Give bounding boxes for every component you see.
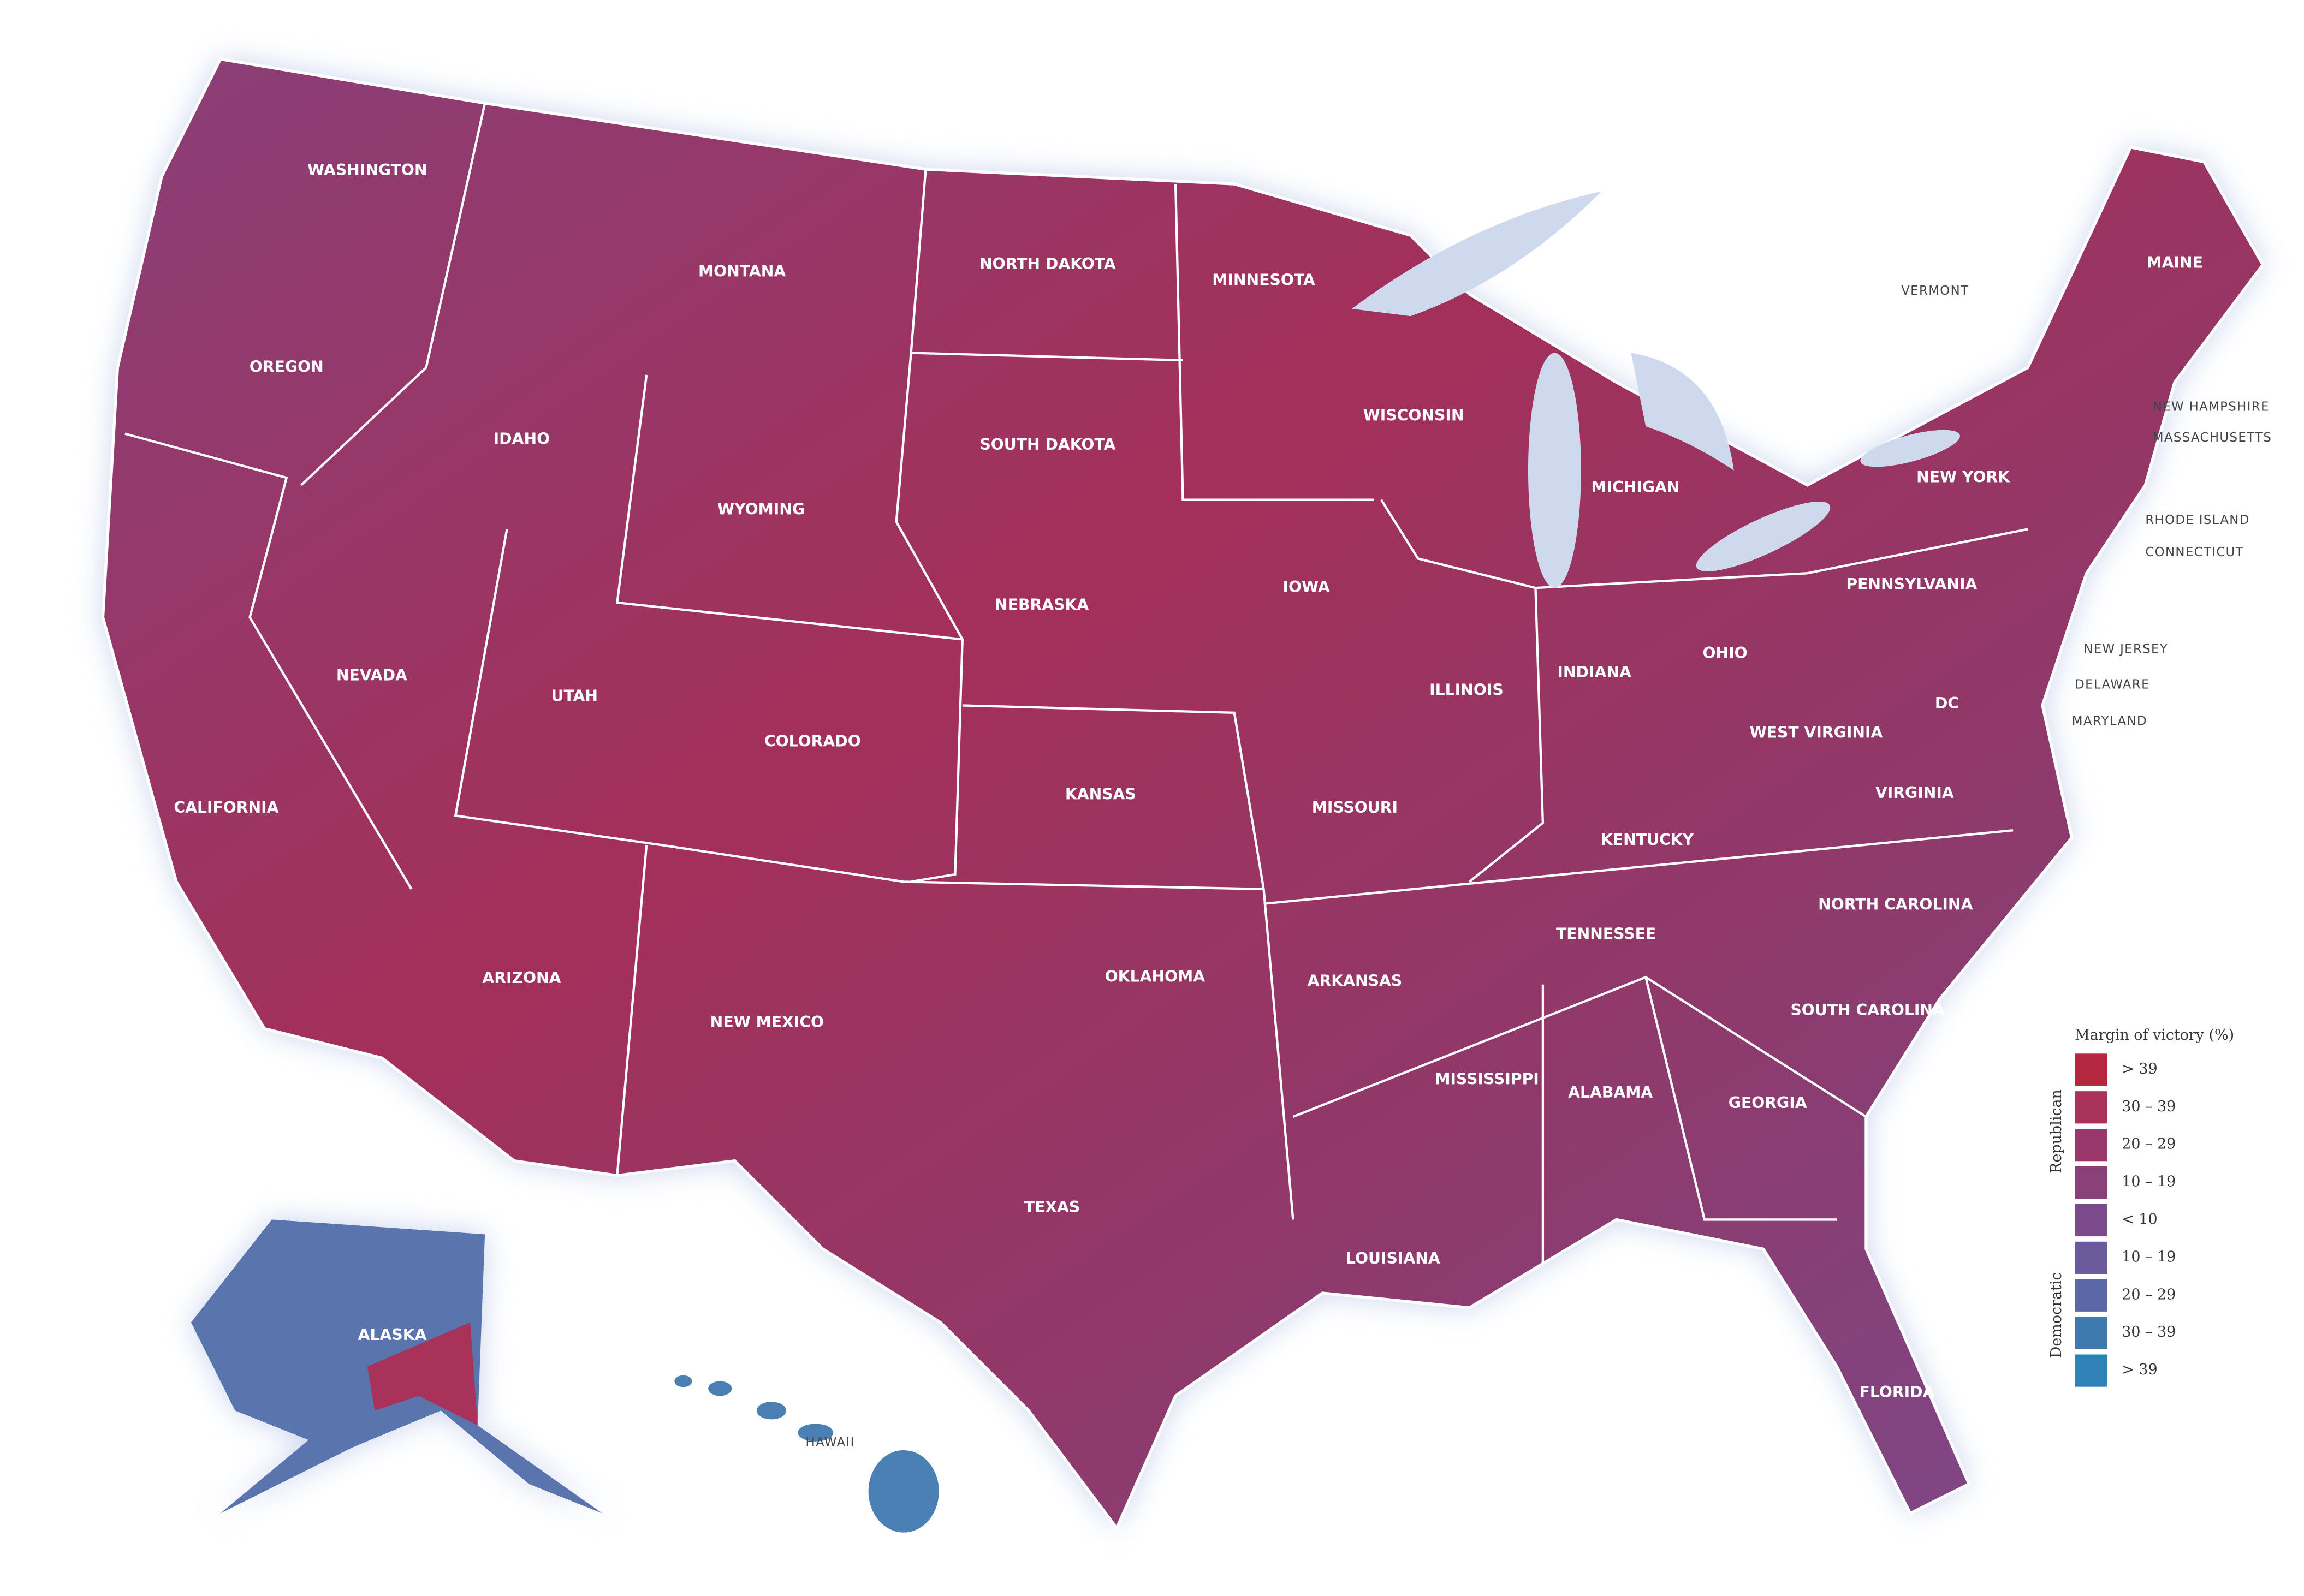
place-label: MAINE <box>2146 253 2202 271</box>
place-label: ILLINOIS <box>1429 681 1504 699</box>
place-label: NEBRASKA <box>995 595 1089 614</box>
legend-label: 20 – 29 <box>2122 1286 2176 1303</box>
place-label: SOUTH CAROLINA <box>1790 1001 1945 1019</box>
place-label: NORTH DAKOTA <box>979 255 1116 273</box>
place-label: MISSOURI <box>1312 799 1398 817</box>
place-label: NEW YORK <box>1916 468 2010 486</box>
alaska <box>191 1219 603 1514</box>
place-label: WYOMING <box>717 501 805 519</box>
legend-swatch <box>2075 1166 2107 1199</box>
place-label: HAWAII <box>806 1436 855 1450</box>
place-label: CONNECTICUT <box>2145 545 2244 559</box>
place-label: MARYLAND <box>2072 714 2147 729</box>
legend-label: 20 – 29 <box>2122 1136 2176 1153</box>
place-label: OREGON <box>250 358 324 376</box>
place-label: ARKANSAS <box>1308 972 1403 990</box>
place-label: DC <box>1935 694 1959 712</box>
place-label: IDAHO <box>494 430 550 448</box>
legend-group: Republican <box>2048 1089 2065 1174</box>
legend-label: 30 – 39 <box>2122 1324 2176 1341</box>
legend-label: 30 – 39 <box>2122 1098 2176 1115</box>
legend-swatch <box>2075 1053 2107 1086</box>
place-label: WISCONSIN <box>1363 406 1464 424</box>
place-label: NEW JERSEY <box>2083 642 2168 657</box>
legend-label: 10 – 19 <box>2122 1174 2176 1190</box>
place-label: NEW HAMPSHIRE <box>2153 400 2270 414</box>
state-borders <box>124 103 2028 1264</box>
legend-group: Democratic <box>2048 1272 2065 1359</box>
place-label: GEORGIA <box>1729 1094 1807 1112</box>
place-label: VERMONT <box>1901 284 1969 298</box>
place-label: ARIZONA <box>482 969 561 987</box>
place-label: PENNSYLVANIA <box>1846 575 1977 593</box>
place-label: KANSAS <box>1065 785 1136 803</box>
place-label: SOUTH DAKOTA <box>979 436 1115 454</box>
place-label: FLORIDA <box>1860 1383 1935 1401</box>
place-label: OKLAHOMA <box>1105 967 1206 985</box>
place-label: NEVADA <box>336 666 407 684</box>
legend-label: > 39 <box>2122 1361 2157 1378</box>
place-label: LOUISIANA <box>1346 1249 1440 1267</box>
legend-swatch <box>2075 1317 2107 1349</box>
place-label: IOWA <box>1282 578 1329 596</box>
place-label: ALASKA <box>358 1326 427 1344</box>
place-label: MONTANA <box>698 263 786 281</box>
legend-swatch <box>2075 1204 2107 1237</box>
place-label: TEXAS <box>1024 1198 1080 1216</box>
legend: Margin of victory (%) > 39 30 – 39 20 – 29 1… <box>2048 1027 2234 1387</box>
legend-title: Margin of victory (%) <box>2075 1027 2234 1044</box>
place-label: OHIO <box>1703 644 1748 662</box>
place-label: CALIFORNIA <box>174 799 278 817</box>
legend-label: < 10 <box>2122 1211 2157 1228</box>
contiguous-us <box>101 57 2265 1531</box>
place-label: INDIANA <box>1557 663 1631 681</box>
place-label: TENNESSEE <box>1556 925 1656 943</box>
place-label: UTAH <box>551 687 598 705</box>
legend-label: 10 – 19 <box>2122 1248 2176 1265</box>
legend-label: > 39 <box>2122 1061 2157 1077</box>
place-label: ALABAMA <box>1568 1083 1653 1101</box>
place-label: MISSISSIPPI <box>1435 1070 1539 1088</box>
legend-swatch <box>2075 1354 2107 1387</box>
place-label: WEST VIRGINIA <box>1750 724 1883 742</box>
legend-swatch <box>2075 1129 2107 1162</box>
place-label: MINNESOTA <box>1212 271 1315 289</box>
place-label: MICHIGAN <box>1591 478 1679 496</box>
place-label: DELAWARE <box>2075 677 2150 692</box>
place-label: MASSACHUSETTS <box>2153 431 2272 445</box>
place-label: RHODE ISLAND <box>2145 513 2249 527</box>
legend-swatch <box>2075 1279 2107 1312</box>
great-lakes <box>1352 191 1960 588</box>
place-label: VIRGINIA <box>1875 784 1954 802</box>
place-label: WASHINGTON <box>307 161 427 179</box>
place-label: NEW MEXICO <box>710 1013 824 1031</box>
legend-swatch <box>2075 1241 2107 1274</box>
hawaii <box>674 1375 939 1533</box>
place-labels: WASHINGTON MONTANA NORTH DAKOTA MINNESOTA OR… <box>174 161 2272 1450</box>
legend-swatch <box>2075 1091 2107 1124</box>
place-label: NORTH CAROLINA <box>1818 895 1973 913</box>
place-label: COLORADO <box>764 733 861 751</box>
place-label: KENTUCKY <box>1601 831 1694 849</box>
